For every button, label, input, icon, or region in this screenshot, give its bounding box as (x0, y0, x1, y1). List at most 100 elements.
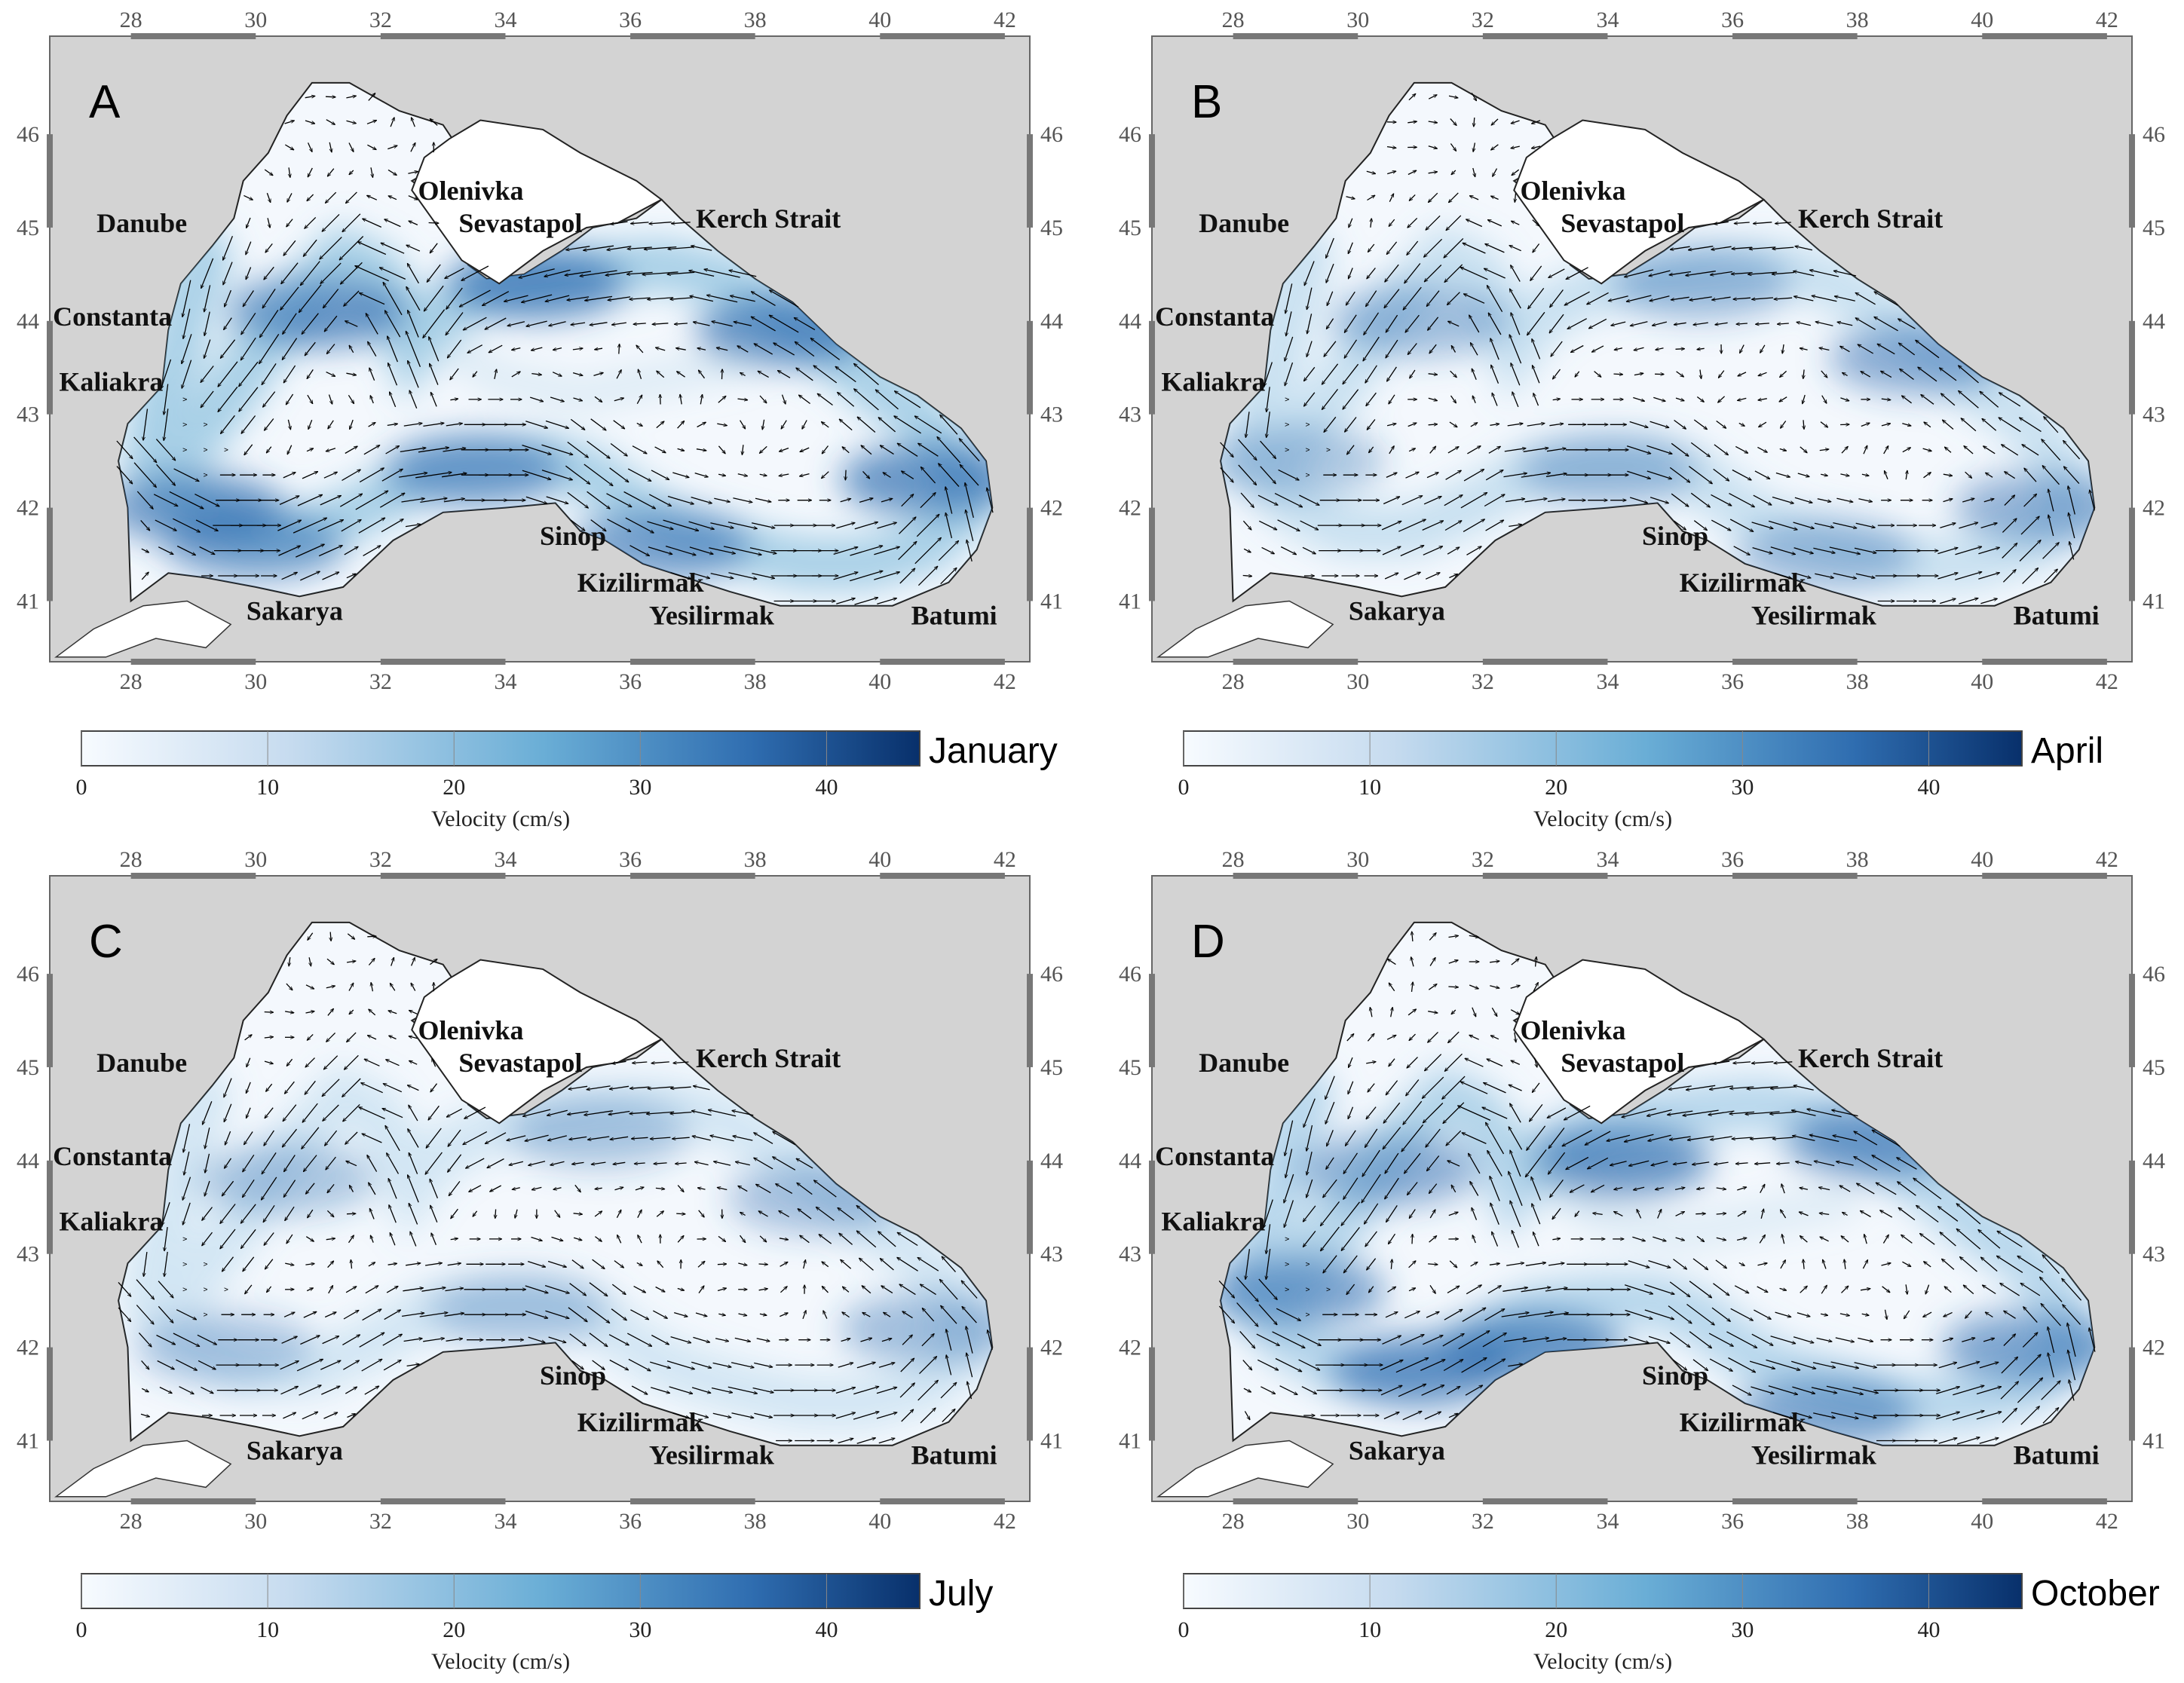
current-vector (169, 491, 204, 509)
marmara-region (54, 600, 232, 658)
current-vector (1306, 341, 1313, 357)
colorbar-tick: 10 (1358, 1617, 1381, 1642)
current-vector (430, 243, 438, 253)
current-vector (222, 235, 234, 260)
current-vector (407, 311, 419, 338)
colorbar-tick: 40 (1917, 1617, 1940, 1642)
colorbar-tick: 0 (76, 775, 87, 800)
current-vector (405, 331, 421, 367)
current-vector (822, 471, 829, 479)
lon-tick-bottom: 30 (244, 669, 267, 694)
current-vector (854, 598, 878, 605)
current-vector (1485, 470, 1503, 481)
current-vector (299, 284, 322, 313)
current-vector (1386, 147, 1396, 148)
current-vector (368, 93, 375, 101)
current-vector (573, 397, 583, 401)
current-vector (158, 546, 173, 555)
current-vector (1347, 268, 1353, 279)
lat-tick-left: 46 (17, 962, 39, 987)
current-vector (267, 218, 270, 228)
current-vector (1450, 370, 1457, 378)
current-vector (1675, 349, 1685, 350)
current-vector (1326, 318, 1334, 329)
current-vector (656, 347, 666, 351)
current-vector (1389, 194, 1393, 202)
current-vector (839, 419, 853, 431)
current-vector (595, 348, 603, 350)
current-vector (920, 467, 936, 484)
lat-tick-right: 45 (1040, 216, 1063, 240)
lon-tick-bottom: 40 (1971, 669, 1993, 694)
current-vector (762, 419, 764, 430)
current-vector (733, 497, 752, 503)
current-vector (240, 337, 256, 360)
current-vector (718, 445, 725, 454)
lat-tick-left: 43 (17, 1242, 39, 1267)
current-vector (898, 542, 917, 561)
current-vector (348, 142, 354, 152)
current-vector (326, 119, 335, 125)
current-vector (1238, 464, 1257, 485)
map-panel-a: 28 28 30 30 32 32 34 34 36 36 38 38 40 40 42 42 41 41 42 42… (17, 8, 1063, 694)
lon-tick-top: 28 (1222, 8, 1245, 32)
place-sakarya: Sakarya (1349, 1435, 1445, 1465)
current-vector (1304, 366, 1316, 381)
lat-tick-left: 44 (1119, 1149, 1141, 1174)
current-vector (387, 145, 397, 150)
current-vector (1463, 519, 1484, 532)
current-vector (707, 295, 738, 303)
lat-tick-left: 43 (1119, 402, 1141, 427)
frame-bar (1982, 33, 2107, 39)
current-vector (697, 348, 706, 350)
place-constanta: Constanta (1155, 1141, 1274, 1171)
current-vector (734, 322, 752, 326)
current-vector (728, 572, 756, 579)
lon-tick-top: 42 (2096, 847, 2118, 872)
current-vector (368, 341, 377, 357)
current-vector (345, 321, 358, 327)
place-olenivka: Olenivka (1521, 176, 1626, 206)
frame-bar (1982, 659, 2107, 665)
place-kaliakra: Kaliakra (1161, 367, 1265, 397)
current-vector (116, 440, 133, 459)
colorbar-label: Velocity (cm/s) (1533, 806, 1672, 831)
current-vector (1460, 493, 1487, 509)
lat-tick-left: 43 (17, 402, 39, 427)
current-vector (966, 509, 974, 541)
current-vector (1259, 520, 1277, 530)
lon-tick-bottom: 28 (120, 1509, 142, 1534)
current-vector (243, 290, 254, 307)
current-vector (428, 337, 440, 362)
frame-bar (130, 1498, 256, 1504)
current-vector (155, 519, 176, 531)
current-vector (443, 448, 466, 452)
current-vector (899, 517, 916, 534)
current-vector (833, 547, 858, 555)
frame-bar (1149, 134, 1155, 228)
current-vector (854, 363, 879, 385)
lon-tick-bottom: 42 (994, 1509, 1016, 1534)
current-vector (737, 346, 749, 353)
current-vector (279, 496, 299, 505)
current-vector (1448, 96, 1458, 98)
current-vector (153, 494, 178, 506)
frame-bar (380, 1498, 506, 1504)
frame-bar (1982, 873, 2107, 879)
lon-tick-top: 30 (244, 847, 267, 872)
current-vector (381, 243, 405, 254)
current-vector (836, 598, 855, 604)
current-vector (367, 936, 376, 937)
current-vector (1404, 263, 1421, 283)
current-vector (1444, 521, 1462, 531)
current-vector (1344, 339, 1358, 358)
current-vector (1367, 195, 1375, 201)
current-vector (854, 389, 879, 411)
current-vector (822, 422, 829, 428)
lon-tick-bottom: 38 (744, 669, 767, 694)
current-vector (796, 368, 813, 381)
current-vector (1613, 374, 1623, 375)
current-vector (1325, 263, 1334, 283)
current-vector (281, 262, 299, 284)
current-vector (141, 548, 149, 552)
